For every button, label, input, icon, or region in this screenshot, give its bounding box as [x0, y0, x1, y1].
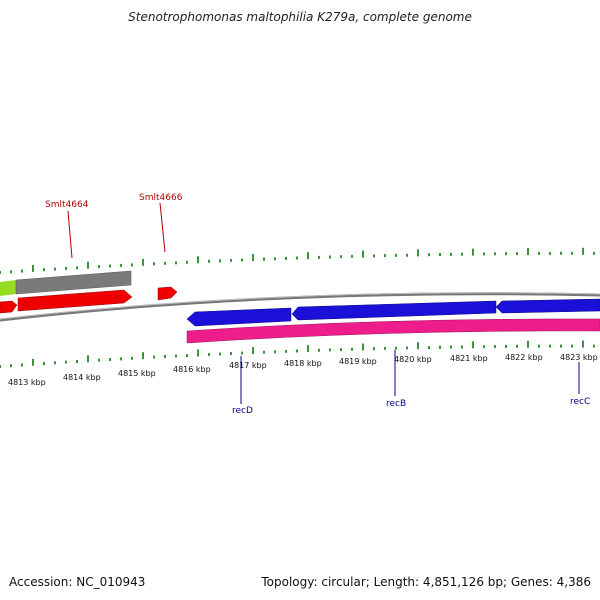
tick-label-4815: 4815 kbp: [118, 369, 156, 378]
reverse-gene-recb[interactable]: [291, 300, 497, 321]
gene-label-recd[interactable]: recD: [232, 406, 253, 416]
forward-feature-band: [0, 270, 132, 296]
reverse-genes: [186, 298, 600, 327]
accession-text: Accession: NC_010943: [9, 575, 146, 589]
gene-label-leaders: [67, 202, 580, 404]
reverse-gene-recd[interactable]: [186, 307, 292, 327]
topology-summary: Topology: circular; Length: 4,851,126 bp…: [261, 575, 591, 589]
gene-label-smlt4664[interactable]: Smlt4664: [45, 200, 89, 210]
inner-tick-row: [0, 340, 595, 368]
forward-gene-smlt4666[interactable]: [157, 286, 178, 301]
tick-label-4814: 4814 kbp: [63, 373, 101, 382]
leader-smlt4664: [67, 210, 73, 259]
tick-label-4818: 4818 kbp: [284, 359, 322, 368]
tick-label-4817: 4817 kbp: [229, 361, 267, 370]
reverse-gene-recc[interactable]: [495, 298, 600, 314]
gene-label-recc[interactable]: recC: [570, 397, 590, 407]
tick-label-4820: 4820 kbp: [394, 355, 432, 364]
tick-label-4813: 4813 kbp: [8, 378, 46, 387]
tick-label-4816: 4816 kbp: [173, 365, 211, 374]
forward-gene-smlt4664[interactable]: [17, 289, 133, 312]
gene-label-recb[interactable]: recB: [386, 399, 406, 409]
genome-backbone: [0, 292, 600, 322]
tick-label-4822: 4822 kbp: [505, 353, 543, 362]
outer-tick-row: [0, 247, 595, 274]
leader-smlt4666: [159, 202, 166, 253]
tick-label-4819: 4819 kbp: [339, 357, 377, 366]
forward-gray-feature: [15, 270, 132, 295]
gene-labels: Smlt4664 Smlt4666 recD recB recC: [45, 193, 590, 416]
genome-backbone-highlight: [0, 292, 600, 320]
forward-genes: [0, 286, 178, 314]
tick-label-4821: 4821 kbp: [450, 354, 488, 363]
tick-labels: 4813 kbp 4814 kbp 4815 kbp 4816 kbp 4817…: [8, 353, 598, 387]
gene-label-smlt4666[interactable]: Smlt4666: [139, 193, 183, 203]
forward-gene-1: [0, 300, 18, 314]
reverse-pink-feature: [186, 318, 600, 344]
tick-label-4823: 4823 kbp: [560, 353, 598, 362]
forward-green-feature: [0, 280, 16, 296]
map-title: Stenotrophomonas maltophilia K279a, comp…: [128, 10, 472, 24]
